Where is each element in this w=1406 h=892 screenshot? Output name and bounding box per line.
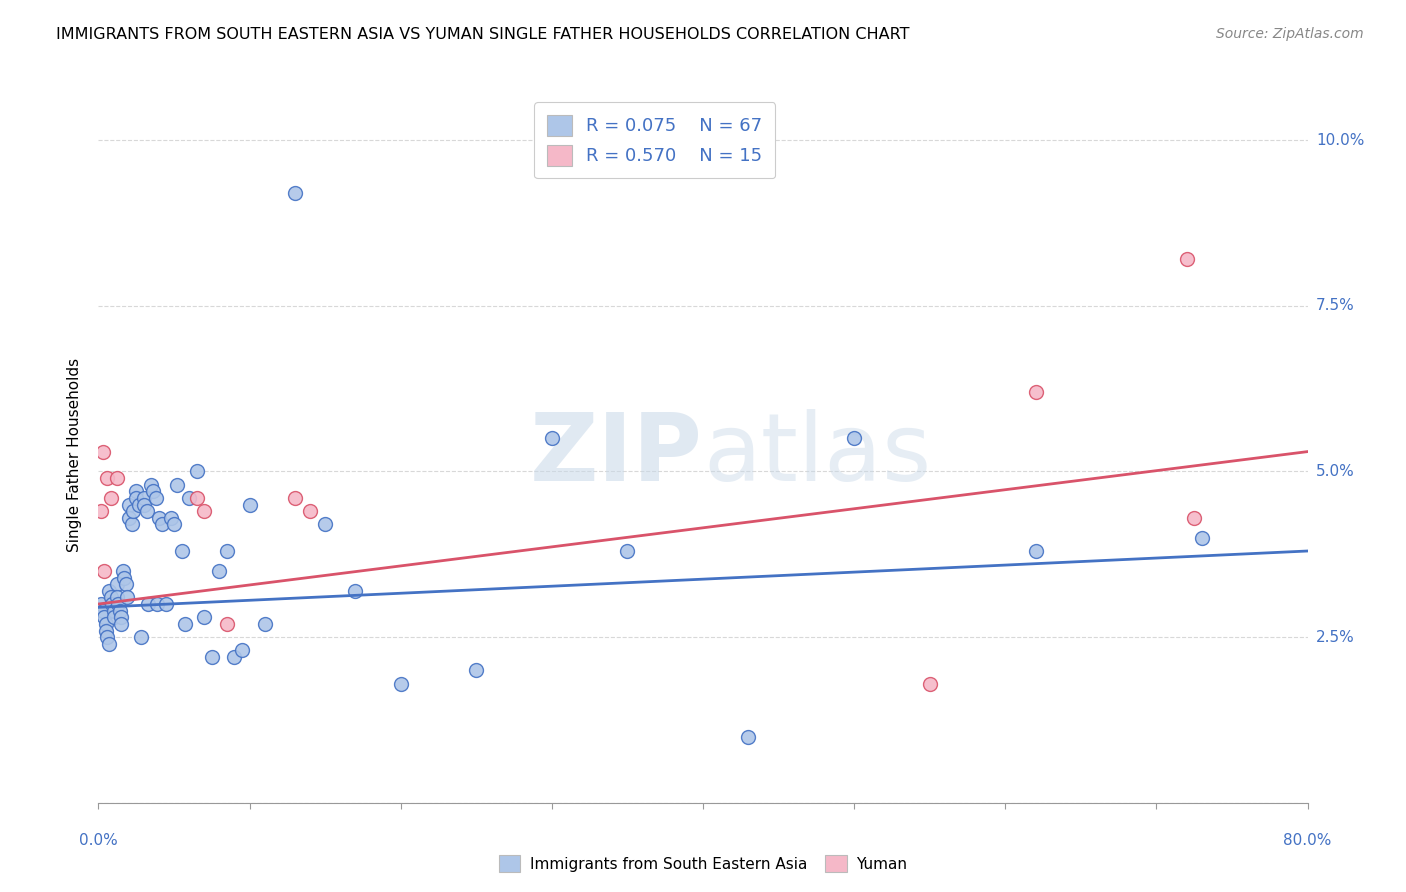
Point [118, 498, 141, 512]
Point [186, 491, 208, 505]
Point [215, 544, 238, 558]
Point [314, 517, 336, 532]
Point [141, 477, 163, 491]
Text: 10.0%: 10.0% [1316, 133, 1364, 148]
Point [177, 491, 201, 505]
Point [96, 630, 118, 644]
Point [98, 583, 121, 598]
Point [135, 504, 157, 518]
Text: 5.0%: 5.0% [1316, 464, 1354, 479]
Point [616, 544, 638, 558]
Point [145, 491, 167, 505]
Text: 7.5%: 7.5% [1316, 298, 1354, 313]
Point [132, 491, 155, 505]
Point [737, 730, 759, 744]
Point [186, 465, 208, 479]
Point [344, 583, 367, 598]
Point [148, 511, 170, 525]
Point [208, 564, 231, 578]
Point [540, 431, 562, 445]
Point [107, 597, 129, 611]
Point [91, 444, 114, 458]
Point [231, 643, 253, 657]
Point [115, 591, 138, 605]
Point [114, 577, 136, 591]
Point [170, 544, 193, 558]
Point [125, 491, 148, 505]
Point [1024, 384, 1046, 399]
Point [105, 577, 128, 591]
Point [105, 591, 128, 605]
Point [1191, 531, 1213, 545]
Text: atlas: atlas [703, 409, 931, 501]
Point [110, 616, 132, 631]
Point [193, 504, 215, 518]
Point [224, 650, 246, 665]
Point [239, 498, 262, 512]
Text: 2.5%: 2.5% [1316, 630, 1354, 645]
Point [100, 491, 122, 505]
Point [103, 610, 125, 624]
Legend: R = 0.075    N = 67, R = 0.570    N = 15: R = 0.075 N = 67, R = 0.570 N = 15 [534, 103, 775, 178]
Point [465, 663, 488, 677]
Point [136, 597, 159, 611]
Point [166, 477, 188, 491]
Text: Source: ZipAtlas.com: Source: ZipAtlas.com [1216, 27, 1364, 41]
Y-axis label: Single Father Households: Single Father Households [67, 358, 83, 552]
Point [193, 610, 215, 624]
Point [146, 597, 169, 611]
Point [918, 676, 941, 690]
Text: 80.0%: 80.0% [1284, 833, 1331, 848]
Point [129, 630, 152, 644]
Point [1182, 511, 1205, 525]
Text: 0.0%: 0.0% [79, 833, 118, 848]
Point [108, 604, 131, 618]
Text: IMMIGRANTS FROM SOUTH EASTERN ASIA VS YUMAN SINGLE FATHER HOUSEHOLDS CORRELATION: IMMIGRANTS FROM SOUTH EASTERN ASIA VS YU… [56, 27, 910, 42]
Point [90, 597, 112, 611]
Point [94, 616, 117, 631]
Point [1024, 544, 1046, 558]
Point [94, 624, 117, 638]
Point [118, 511, 141, 525]
Point [93, 564, 115, 578]
Point [90, 504, 112, 518]
Point [253, 616, 276, 631]
Point [93, 610, 115, 624]
Point [1175, 252, 1198, 267]
Point [112, 570, 135, 584]
Point [173, 616, 195, 631]
Point [201, 650, 224, 665]
Point [215, 616, 238, 631]
Legend: Immigrants from South Eastern Asia, Yuman: Immigrants from South Eastern Asia, Yuma… [492, 847, 914, 880]
Point [155, 597, 177, 611]
Point [100, 591, 122, 605]
Point [128, 498, 150, 512]
Point [163, 517, 186, 532]
Point [122, 504, 145, 518]
Point [96, 471, 118, 485]
Point [105, 471, 128, 485]
Point [125, 484, 148, 499]
Point [103, 604, 125, 618]
Point [160, 511, 183, 525]
Point [150, 517, 173, 532]
Point [111, 564, 134, 578]
Point [132, 498, 155, 512]
Point [284, 186, 307, 201]
Point [299, 504, 322, 518]
Point [284, 491, 307, 505]
Point [121, 517, 143, 532]
Point [844, 431, 866, 445]
Point [91, 604, 114, 618]
Point [98, 637, 121, 651]
Point [142, 484, 165, 499]
Text: ZIP: ZIP [530, 409, 703, 501]
Point [110, 610, 132, 624]
Point [389, 676, 412, 690]
Point [101, 597, 124, 611]
